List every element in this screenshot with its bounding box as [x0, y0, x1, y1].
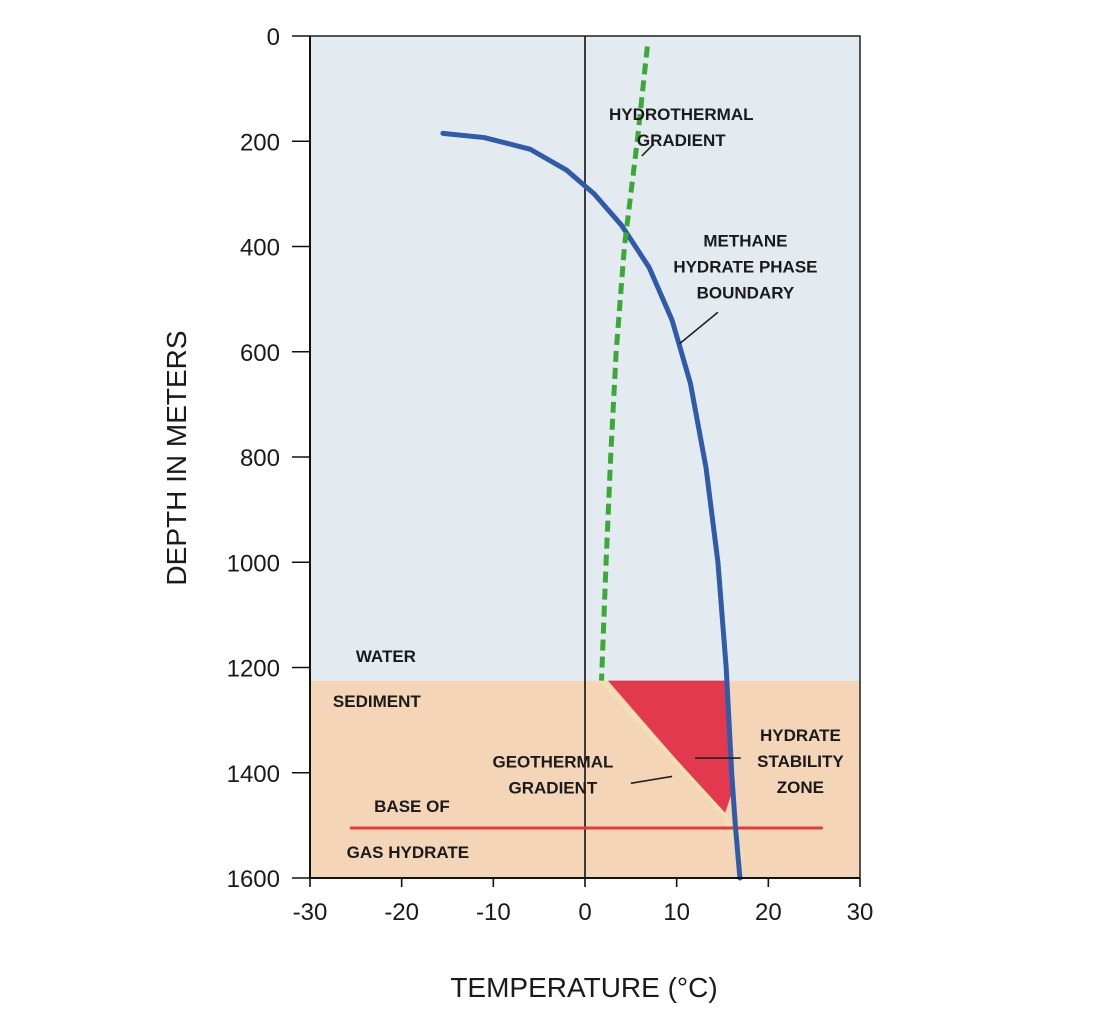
annotation-labels: HYDROTHERMAL GRADIENT METHANE HYDRATE PHASE…	[333, 105, 844, 862]
annotation-geothermal-line-1: GEOTHERMAL	[492, 752, 613, 771]
y-tick-label: 1000	[227, 550, 280, 577]
annotation-water-line-1: WATER	[356, 647, 416, 666]
y-tick-label: 200	[240, 129, 280, 156]
annotation-geothermal-line-2: GRADIENT	[509, 778, 598, 797]
y-tick-label: 0	[267, 24, 280, 51]
annotation-hydrate-stability-line-2: STABILITY	[757, 752, 844, 771]
annotation-methane-line-3: BOUNDARY	[697, 284, 795, 303]
annotation-methane-line-2: HYDRATE PHASE	[673, 258, 817, 277]
x-tick-label: 0	[578, 899, 591, 926]
hydrate-stability-zone-area	[607, 680, 732, 815]
x-tick-label: 30	[847, 899, 874, 926]
x-tick-label: 10	[663, 899, 690, 926]
annotation-hydrate-stability-line-1: HYDRATE	[760, 726, 841, 745]
y-axis-title: DEPTH IN METERS	[161, 330, 192, 585]
annotation-leaders	[630, 143, 741, 785]
annotation-hydrothermal-line-2: GRADIENT	[637, 131, 726, 150]
x-tick-label: -10	[476, 899, 511, 926]
leader-geothermal	[630, 775, 673, 785]
x-axis-title: TEMPERATURE (°C)	[450, 972, 717, 1003]
hydrothermal-gradient-line	[599, 46, 650, 681]
annotation-hydrothermal-line-1: HYDROTHERMAL	[609, 105, 754, 124]
methane-phase-boundary-line	[440, 130, 743, 881]
leader-hydrothermal	[641, 143, 655, 157]
leader-methane	[678, 311, 719, 345]
y-tick-label: 800	[240, 445, 280, 472]
x-tick-label: -20	[384, 899, 419, 926]
y-tick-label: 600	[240, 340, 280, 367]
y-tick-label: 1600	[227, 866, 280, 893]
annotation-methane-line-1: METHANE	[703, 232, 787, 251]
x-axis-ticks: -30 -20 -10 0 10 20 30	[293, 878, 874, 926]
y-tick-label: 400	[240, 235, 280, 262]
y-tick-label: 1200	[227, 656, 280, 683]
annotation-gas-hydrate-line-1: GAS HYDRATE	[347, 843, 469, 862]
annotation-sediment-line-1: SEDIMENT	[333, 692, 421, 711]
y-axis-ticks: 0 200 400 600 800 1000 1200 1400 1600	[227, 24, 310, 893]
annotation-base-of-line-1: BASE OF	[374, 797, 450, 816]
x-tick-label: 20	[755, 899, 782, 926]
series-layer	[349, 46, 823, 881]
annotation-hydrate-stability-line-3: ZONE	[777, 778, 824, 797]
y-tick-label: 1400	[227, 761, 280, 788]
x-tick-label: -30	[293, 899, 328, 926]
